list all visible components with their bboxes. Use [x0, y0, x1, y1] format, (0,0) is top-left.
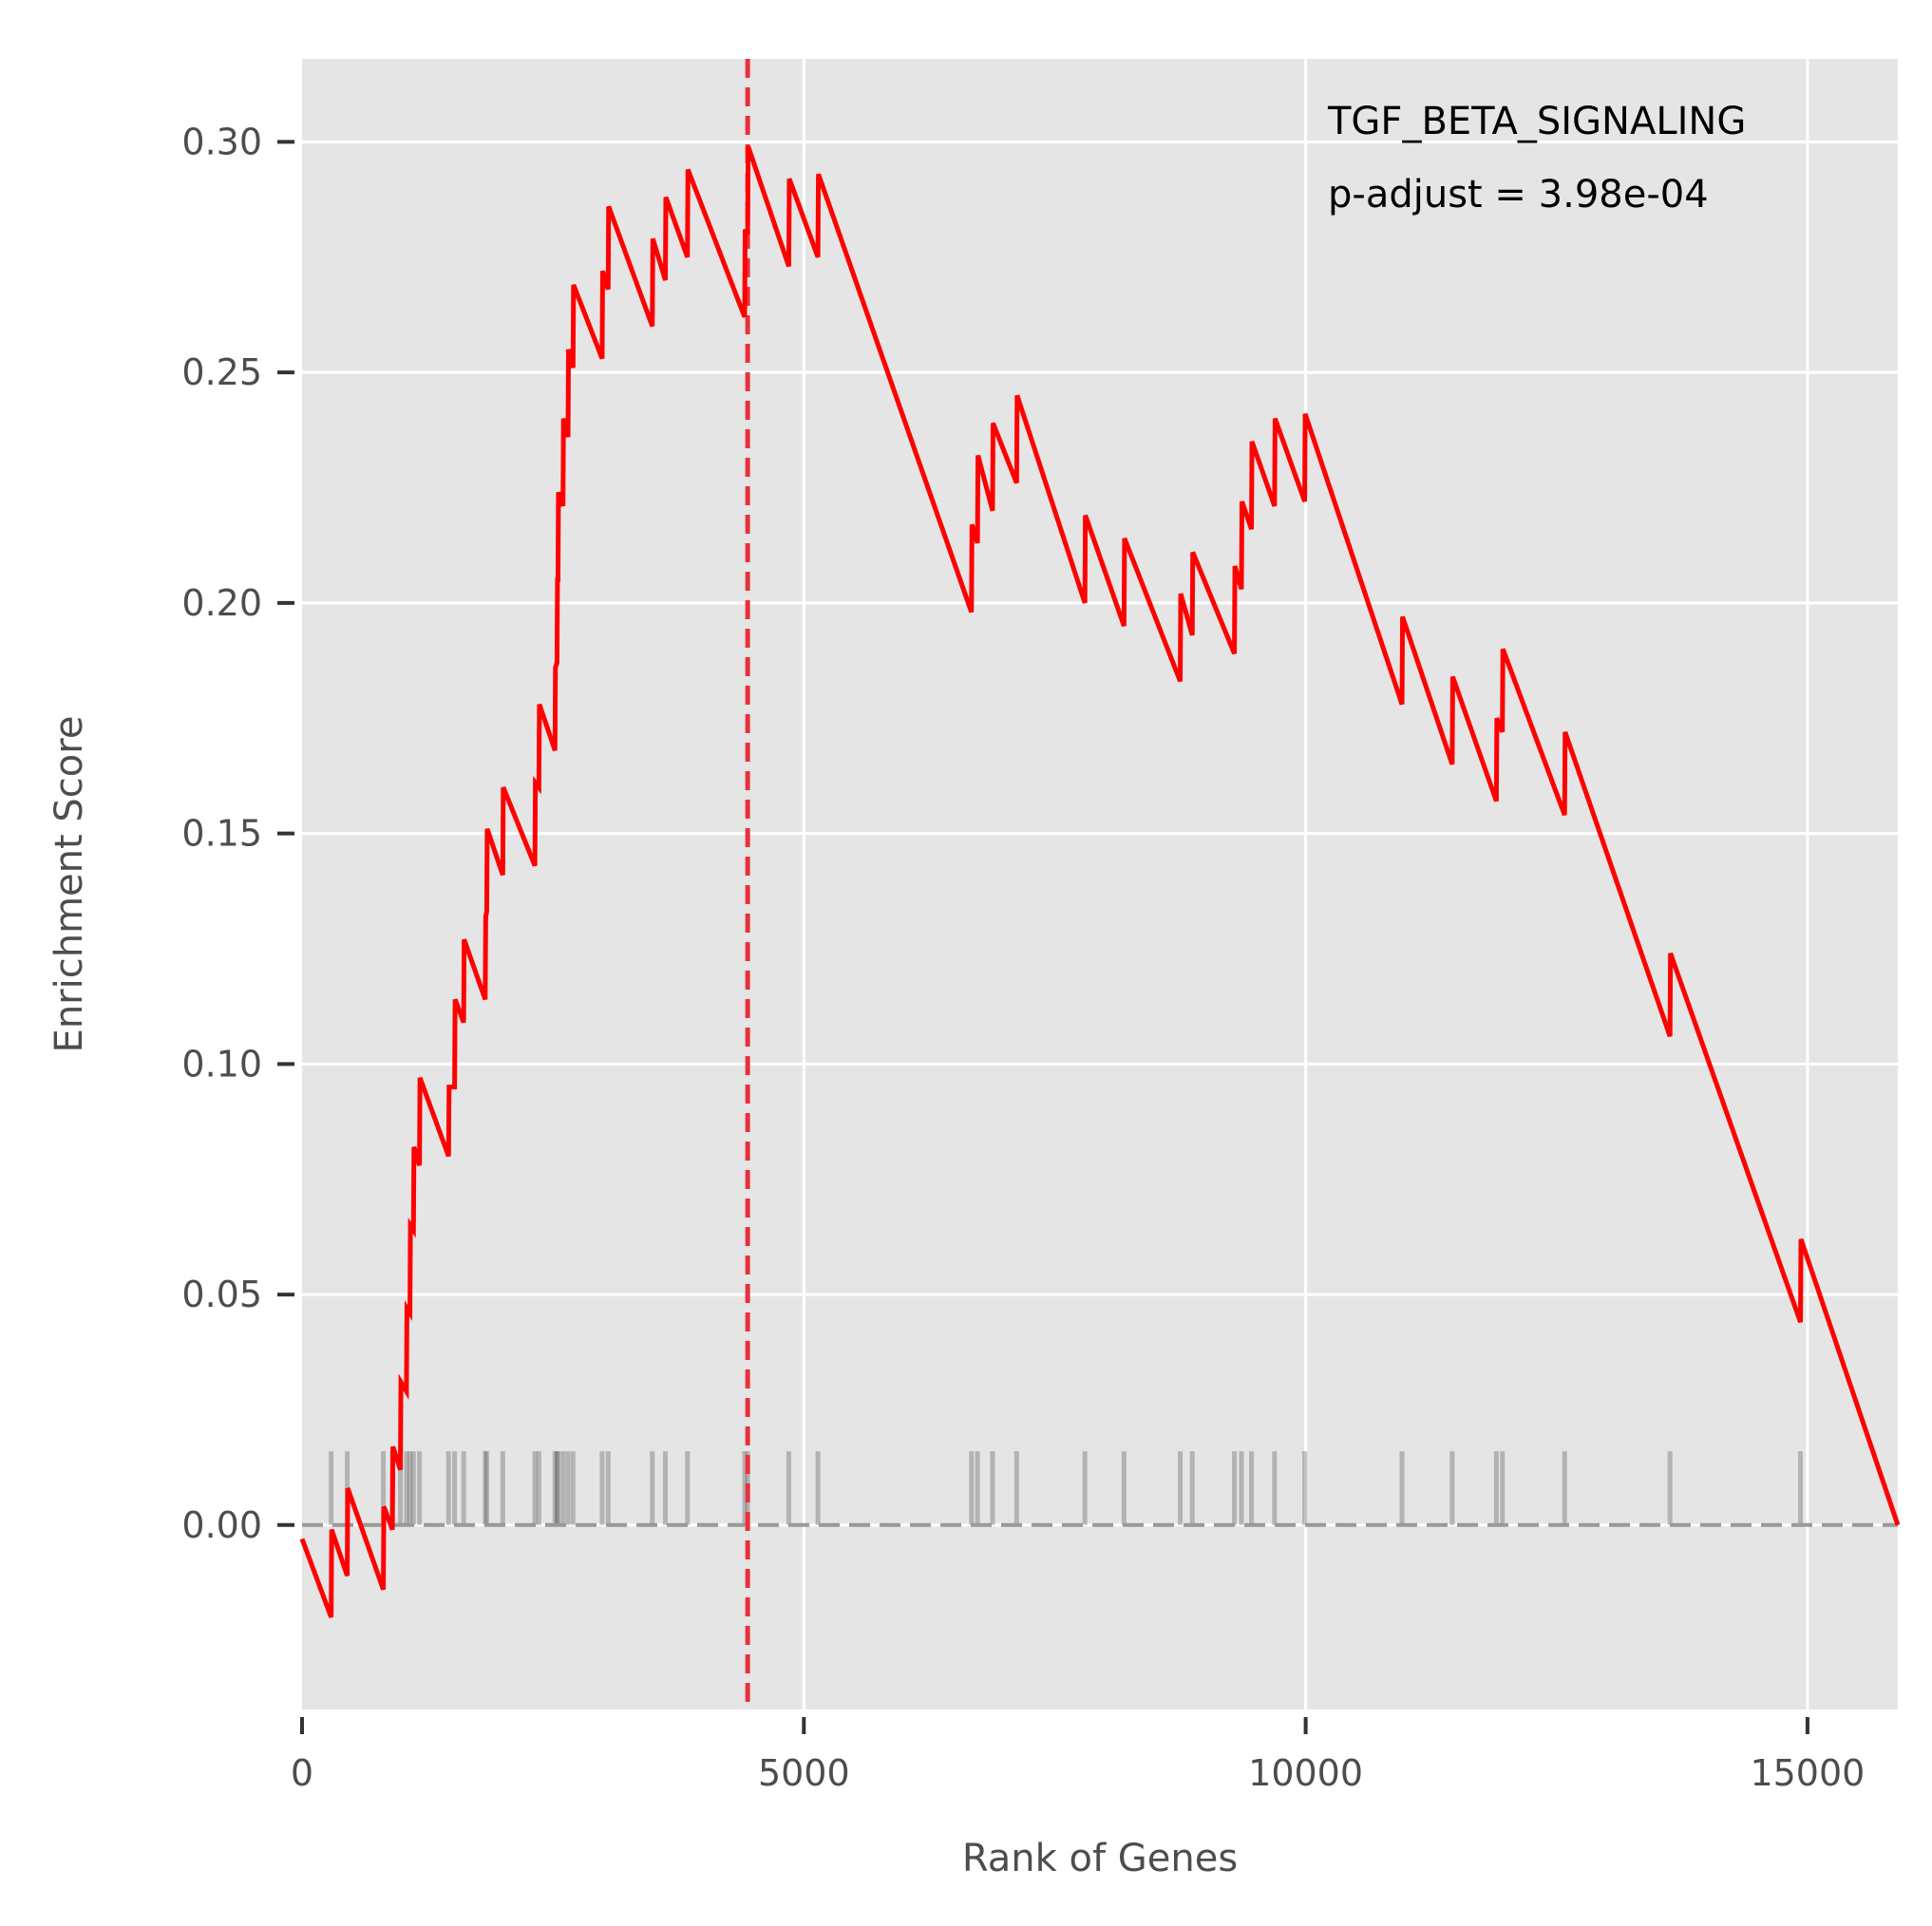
y-tick-label: 0.15: [181, 813, 262, 855]
y-axis-title: Enrichment Score: [47, 716, 91, 1053]
axes: 0.00 0.05 0.10 0.15 0.20 0.25 0.30 0 5000 10000 15…: [181, 121, 1865, 1794]
y-tick-label: 0.05: [181, 1274, 262, 1315]
y-tick-label: 0.30: [181, 121, 262, 162]
plot-panel: [302, 59, 1898, 1709]
x-axis-title: Rank of Genes: [962, 1837, 1238, 1880]
x-tick-label: 15000: [1750, 1752, 1865, 1794]
running-enrichment-score-line: [299, 145, 1901, 1618]
y-tick-label: 0.25: [181, 351, 262, 393]
x-tick-label: 5000: [758, 1752, 850, 1794]
grid-lines: [302, 59, 1898, 1709]
gene-set-name-label: TGF_BETA_SIGNALING: [1327, 100, 1746, 143]
x-tick-label: 10000: [1248, 1752, 1363, 1794]
y-tick-label: 0.20: [181, 582, 262, 624]
x-tick-label: 0: [291, 1752, 313, 1794]
y-tick-label: 0.00: [181, 1504, 262, 1546]
p-adjust-label: p-adjust = 3.98e-04: [1328, 173, 1709, 217]
y-tick-label: 0.10: [181, 1043, 262, 1085]
